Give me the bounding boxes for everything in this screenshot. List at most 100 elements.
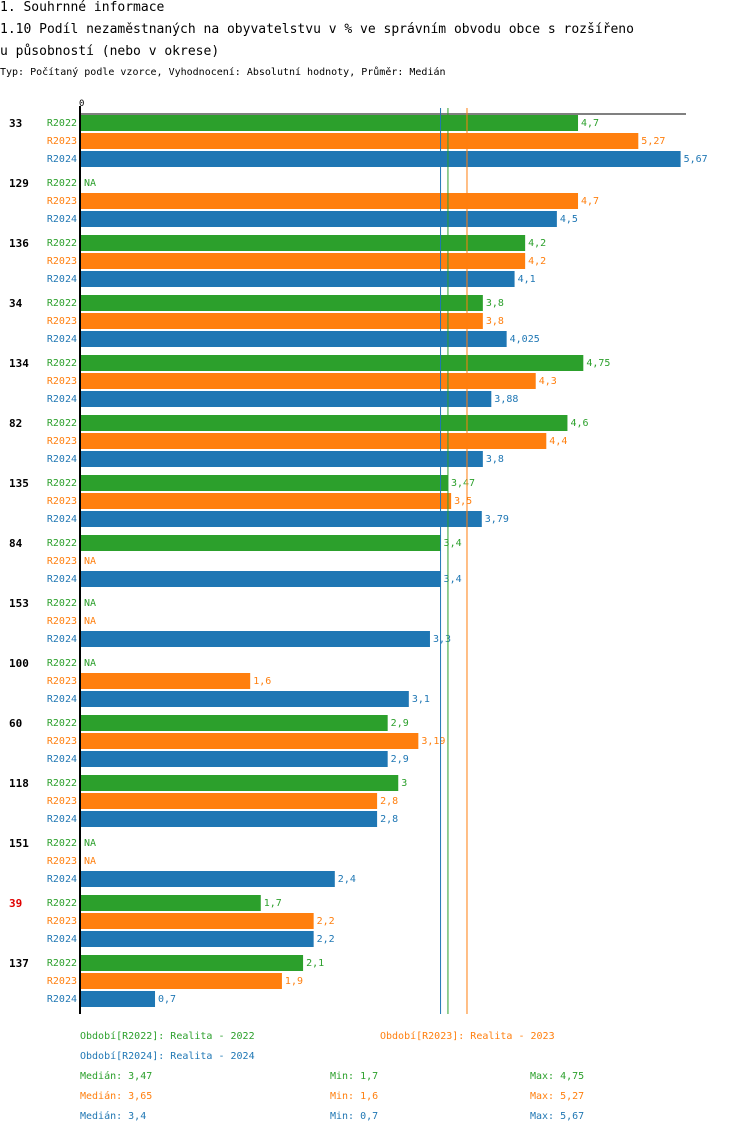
bar bbox=[81, 331, 507, 347]
stat-min-r2023: Min: 1,6 bbox=[330, 1091, 379, 1102]
data-label: NA bbox=[84, 556, 96, 567]
series-label: R2022 bbox=[47, 718, 77, 729]
stat-max-r2023: Max: 5,27 bbox=[530, 1091, 585, 1102]
series-label: R2023 bbox=[47, 916, 77, 927]
bar bbox=[81, 391, 492, 407]
data-label: 3 bbox=[401, 778, 407, 789]
category-label: 118 bbox=[9, 777, 29, 790]
data-label: 4,7 bbox=[581, 196, 599, 207]
series-label: R2024 bbox=[47, 454, 77, 465]
data-label: 3,1 bbox=[412, 694, 430, 705]
series-label: R2022 bbox=[47, 838, 77, 849]
data-label: NA bbox=[84, 838, 96, 849]
series-label: R2022 bbox=[47, 238, 77, 249]
series-label: R2022 bbox=[47, 538, 77, 549]
series-label: R2023 bbox=[47, 676, 77, 687]
bar bbox=[81, 793, 378, 809]
bar bbox=[81, 235, 526, 251]
data-label: 2,4 bbox=[338, 874, 356, 885]
series-label: R2022 bbox=[47, 658, 77, 669]
series-label: R2024 bbox=[47, 634, 77, 645]
series-label: R2023 bbox=[47, 196, 77, 207]
data-label: 3,8 bbox=[486, 298, 504, 309]
data-label: 4,2 bbox=[528, 256, 546, 267]
data-label: 4,7 bbox=[581, 118, 599, 129]
series-label: R2022 bbox=[47, 898, 77, 909]
series-label: R2022 bbox=[47, 478, 77, 489]
bar bbox=[81, 811, 378, 827]
category-label: 39 bbox=[9, 897, 22, 910]
data-label: 2,9 bbox=[391, 754, 409, 765]
data-label: 0,7 bbox=[158, 994, 176, 1005]
bar bbox=[81, 973, 282, 989]
series-label: R2024 bbox=[47, 214, 77, 225]
data-label: NA bbox=[84, 616, 96, 627]
series-label: R2023 bbox=[47, 736, 77, 747]
bar bbox=[81, 511, 482, 527]
data-label: 4,025 bbox=[510, 334, 540, 345]
data-label: 2,1 bbox=[306, 958, 324, 969]
category-label: 129 bbox=[9, 177, 29, 190]
data-label: 4,75 bbox=[586, 358, 610, 369]
data-label: 3,4 bbox=[444, 538, 462, 549]
series-label: R2022 bbox=[47, 358, 77, 369]
category-label: 84 bbox=[9, 537, 23, 550]
category-label: 151 bbox=[9, 837, 29, 850]
series-label: R2024 bbox=[47, 934, 77, 945]
bar bbox=[81, 673, 251, 689]
series-label: R2022 bbox=[47, 598, 77, 609]
series-label: R2023 bbox=[47, 976, 77, 987]
series-label: R2022 bbox=[47, 298, 77, 309]
data-label: 3,3 bbox=[433, 634, 451, 645]
series-label: R2024 bbox=[47, 574, 77, 585]
category-label: 33 bbox=[9, 117, 22, 130]
bar-chart: 0 33 R2022 4,7 R2023 5,27 R2024 5,67 129 R2022 NA R… bbox=[9, 99, 708, 1014]
data-label: NA bbox=[84, 658, 96, 669]
data-label: 4,4 bbox=[549, 436, 567, 447]
data-label: 1,7 bbox=[264, 898, 282, 909]
category-label: 136 bbox=[9, 237, 29, 250]
bar bbox=[81, 895, 261, 911]
section-heading: 1. Souhrnné informace bbox=[0, 0, 165, 15]
bar bbox=[81, 415, 568, 431]
x-tick-label-0: 0 bbox=[79, 99, 84, 109]
bar bbox=[81, 913, 314, 929]
bar bbox=[81, 991, 156, 1007]
data-label: 3,19 bbox=[421, 736, 445, 747]
stat-max-r2022: Max: 4,75 bbox=[530, 1071, 585, 1082]
series-label: R2024 bbox=[47, 814, 77, 825]
bar bbox=[81, 751, 388, 767]
data-label: NA bbox=[84, 856, 96, 867]
data-label: 3,5 bbox=[454, 496, 472, 507]
bar bbox=[81, 535, 441, 551]
series-label: R2022 bbox=[47, 118, 77, 129]
bar bbox=[81, 955, 304, 971]
bar bbox=[81, 373, 536, 389]
legend-period-r2024: Období[R2024]: Realita - 2024 bbox=[80, 1051, 255, 1062]
legend-period-r2023: Období[R2023]: Realita - 2023 bbox=[380, 1031, 555, 1042]
series-label: R2024 bbox=[47, 754, 77, 765]
bar bbox=[81, 193, 579, 209]
data-label: 3,4 bbox=[444, 574, 462, 585]
data-label: 3,47 bbox=[451, 478, 475, 489]
chart-subtitle: Typ: Počítaný podle vzorce, Vyhodnocení:… bbox=[0, 67, 446, 78]
data-label: 3,88 bbox=[494, 394, 518, 405]
category-label: 34 bbox=[9, 297, 23, 310]
data-label: 3,8 bbox=[486, 454, 504, 465]
data-label: NA bbox=[84, 598, 96, 609]
data-label: 2,2 bbox=[317, 934, 335, 945]
bar bbox=[81, 151, 681, 167]
bar bbox=[81, 493, 452, 509]
bar bbox=[81, 253, 526, 269]
chart-title-line1: 1.10 Podíl nezaměstnaných na obyvatelstv… bbox=[0, 22, 634, 37]
bar bbox=[81, 451, 483, 467]
category-label: 137 bbox=[9, 957, 29, 970]
series-label: R2023 bbox=[47, 556, 77, 567]
series-label: R2022 bbox=[47, 778, 77, 789]
stat-median-r2023: Medián: 3,65 bbox=[80, 1091, 153, 1102]
series-label: R2024 bbox=[47, 694, 77, 705]
stat-median-r2024: Medián: 3,4 bbox=[80, 1111, 147, 1122]
series-label: R2023 bbox=[47, 856, 77, 867]
series-label: R2023 bbox=[47, 616, 77, 627]
category-label: 134 bbox=[9, 357, 29, 370]
